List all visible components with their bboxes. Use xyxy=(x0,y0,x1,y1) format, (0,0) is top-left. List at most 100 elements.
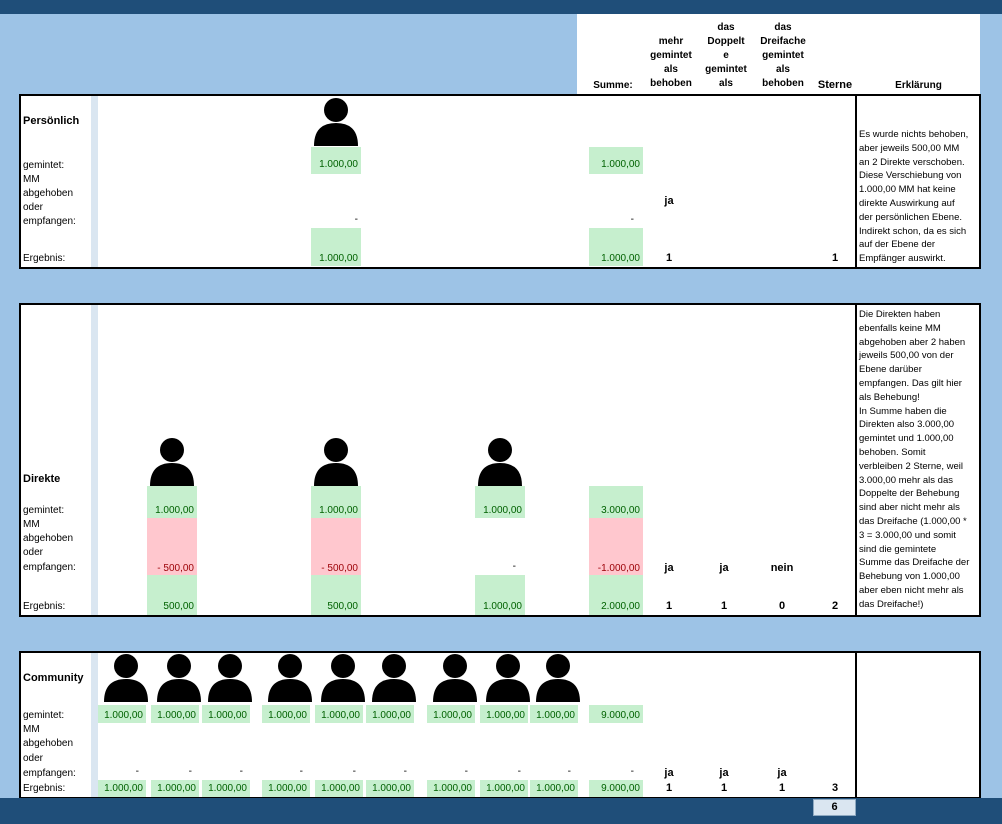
direkte-val-dreifache: 0 xyxy=(778,600,786,612)
label-abgehoben: abgehoben xyxy=(23,738,74,749)
community-ergebnis: 1.000,00 xyxy=(530,780,578,797)
community-ergebnis: 1.000,00 xyxy=(315,780,363,797)
direkte-ergebnis: 500,00 xyxy=(147,575,197,615)
community-ergebnis: 1.000,00 xyxy=(262,780,310,797)
explanation-box-community xyxy=(855,651,981,799)
community-summe-gemintet: 9.000,00 xyxy=(589,705,643,723)
person-icon xyxy=(318,652,368,702)
community-abgehoben: - xyxy=(567,766,571,777)
direkte-ergebnis: 500,00 xyxy=(311,575,361,615)
label-gemintet: gemintet: xyxy=(23,505,65,516)
community-ergebnis: 1.000,00 xyxy=(98,780,146,797)
label-abgehoben: abgehoben xyxy=(23,188,74,199)
header-sterne: Sterne xyxy=(817,79,853,91)
section-divider xyxy=(91,653,98,797)
section-title-persoenlich: Persönlich xyxy=(23,115,80,127)
direkte-summe-gemintet: 3.000,00 xyxy=(589,486,643,518)
persoenlich-summe-gemintet: 1.000,00 xyxy=(589,147,643,174)
persoenlich-abgehoben: - xyxy=(354,214,358,225)
label-abgehoben: abgehoben xyxy=(23,533,74,544)
direkte-gemintet: 1.000,00 xyxy=(147,486,197,518)
section-divider xyxy=(91,96,98,267)
direkte-abgehoben: - 500,00 xyxy=(311,518,361,575)
community-gemintet: 1.000,00 xyxy=(530,705,578,723)
community-abgehoben: - xyxy=(464,766,468,777)
persoenlich-gemintet: 1.000,00 xyxy=(311,147,361,174)
section-divider xyxy=(91,305,98,615)
community-summe-ergebnis: 9.000,00 xyxy=(589,780,643,797)
community-abgehoben: - xyxy=(352,766,356,777)
persoenlich-summe-abgehoben: - xyxy=(630,214,634,225)
label-mm: MM xyxy=(23,519,40,530)
community-ergebnis: 1.000,00 xyxy=(151,780,199,797)
community-ergebnis: 1.000,00 xyxy=(480,780,528,797)
person-icon xyxy=(265,652,315,702)
community-val-doppelt: 1 xyxy=(720,782,728,794)
person-icon xyxy=(430,652,480,702)
person-icon xyxy=(483,652,533,702)
direkte-summe-ergebnis: 2.000,00 xyxy=(589,575,643,615)
persoenlich-erklaerung: Es wurde nichts behoben, aber jeweils 50… xyxy=(859,129,969,265)
community-crit-mehr: ja xyxy=(664,767,674,779)
section-title-community: Community xyxy=(23,672,84,684)
column-header-panel: Summe: mehr gemintet als behoben das Dop… xyxy=(577,14,980,95)
community-ergebnis: 1.000,00 xyxy=(427,780,475,797)
label-mm: MM xyxy=(23,174,40,185)
label-gemintet: gemintet: xyxy=(23,160,65,171)
persoenlich-ergebnis: 1.000,00 xyxy=(311,228,361,266)
persoenlich-summe-ergebnis: 1.000,00 xyxy=(589,228,643,266)
top-bar xyxy=(0,0,1002,14)
community-gemintet: 1.000,00 xyxy=(98,705,146,723)
person-icon xyxy=(154,652,204,702)
person-icon xyxy=(150,438,194,486)
community-abgehoben: - xyxy=(135,766,139,777)
header-dreifache: das Dreifache gemintet als behoben xyxy=(760,22,806,89)
direkte-gemintet: 1.000,00 xyxy=(311,486,361,518)
section-title-direkte: Direkte xyxy=(23,473,61,485)
direkte-crit-mehr: ja xyxy=(664,562,674,574)
direkte-gemintet: 1.000,00 xyxy=(475,486,525,518)
label-empfangen: empfangen: xyxy=(23,768,76,779)
community-gemintet: 1.000,00 xyxy=(427,705,475,723)
direkte-ergebnis: 1.000,00 xyxy=(475,575,525,615)
person-icon xyxy=(314,98,358,146)
direkte-crit-doppelt: ja xyxy=(719,562,729,574)
community-gemintet: 1.000,00 xyxy=(480,705,528,723)
person-icon xyxy=(205,652,255,702)
section-community xyxy=(19,651,857,799)
community-crit-dreifache: ja xyxy=(777,767,787,779)
community-gemintet: 1.000,00 xyxy=(366,705,414,723)
label-empfangen: empfangen: xyxy=(23,216,76,227)
community-gemintet: 1.000,00 xyxy=(315,705,363,723)
header-summe: Summe: xyxy=(593,80,633,91)
person-icon xyxy=(369,652,419,702)
explanation-box-direkte xyxy=(855,303,981,617)
label-ergebnis: Ergebnis: xyxy=(23,783,66,794)
label-oder: oder xyxy=(23,753,44,764)
persoenlich-sterne: 1 xyxy=(831,252,839,264)
header-erklaerung: Erklärung xyxy=(895,80,942,91)
label-gemintet: gemintet: xyxy=(23,710,65,721)
community-abgehoben: - xyxy=(188,766,192,777)
direkte-abgehoben: - 500,00 xyxy=(147,518,197,575)
community-crit-doppelt: ja xyxy=(719,767,729,779)
community-ergebnis: 1.000,00 xyxy=(366,780,414,797)
community-ergebnis: 1.000,00 xyxy=(202,780,250,797)
community-abgehoben: - xyxy=(299,766,303,777)
person-icon xyxy=(533,652,583,702)
community-gemintet: 1.000,00 xyxy=(262,705,310,723)
header-mehr-gemintet: mehr gemintet als behoben xyxy=(650,36,692,89)
direkte-summe-abgehoben: -1.000,00 xyxy=(589,518,643,575)
label-empfangen: empfangen: xyxy=(23,562,76,573)
label-oder: oder xyxy=(23,202,44,213)
person-icon xyxy=(101,652,151,702)
person-icon xyxy=(314,438,358,486)
direkte-val-mehr: 1 xyxy=(665,600,673,612)
explanation-box-persoenlich xyxy=(855,94,981,269)
direkte-sterne: 2 xyxy=(831,600,839,612)
label-ergebnis: Ergebnis: xyxy=(23,601,66,612)
community-summe-abgehoben: - xyxy=(630,766,634,777)
direkte-abgehoben: - xyxy=(512,561,516,572)
community-abgehoben: - xyxy=(239,766,243,777)
direkte-val-doppelt: 1 xyxy=(720,600,728,612)
